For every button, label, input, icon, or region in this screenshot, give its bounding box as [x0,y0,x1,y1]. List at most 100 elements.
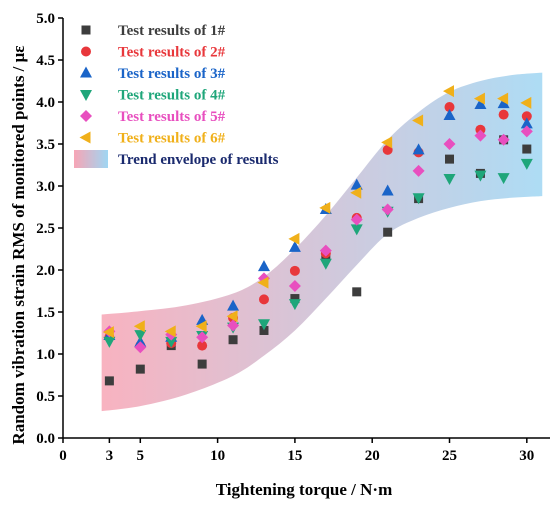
legend-label: Test results of 4# [118,88,226,104]
data-point [520,117,533,129]
data-point [497,92,509,105]
data-point [257,276,269,289]
y-tick-label: 3.5 [36,137,55,153]
data-point [257,319,270,331]
data-point [497,97,510,109]
data-point [289,265,300,276]
data-point [350,213,363,226]
data-point [134,335,147,347]
y-tick-label: 4.5 [36,53,55,69]
data-point [288,279,301,292]
data-point [443,173,456,185]
data-point [319,258,332,270]
x-tick-label: 25 [442,448,457,464]
x-tick-label: 3 [106,448,114,464]
data-point [104,376,114,386]
data-point [520,158,533,170]
data-point [197,340,208,351]
y-axis-title: Random vibration strain RMS of monitored… [9,45,28,444]
data-point [474,98,487,110]
data-point [135,364,145,374]
data-point [521,111,532,122]
legend-marker [81,25,91,35]
data-point [443,138,456,150]
data-point [103,336,116,348]
data-point [381,136,393,149]
data-point [290,294,300,304]
data-point [134,330,147,342]
x-tick-label: 10 [210,448,225,464]
x-tick-label: 15 [287,448,302,464]
data-point [383,227,393,237]
legend-marker [79,131,91,144]
y-tick-label: 3.0 [36,179,55,195]
data-point [227,319,240,332]
data-point [382,144,393,155]
data-point [498,109,509,120]
data-point [520,125,533,138]
y-tick-label: 1.5 [36,305,55,321]
x-axis-title: Tightening torque / N·m [216,480,392,499]
data-point [473,92,485,105]
data-point [258,294,269,305]
y-tick-label: 1.0 [36,347,55,363]
x-tick-label: 5 [137,448,145,464]
legend-label: Test results of 6# [118,131,226,147]
data-point [412,143,425,155]
data-point [350,178,363,190]
data-point [134,341,147,354]
legend-label: Test results of 1# [118,23,226,39]
legend-marker [80,110,92,122]
y-tick-label: 5.0 [36,11,55,27]
y-tick-label: 0.0 [36,431,55,447]
data-point [319,244,332,257]
data-point [288,299,301,311]
data-point [228,335,238,345]
legend-label: Trend envelope of results [118,152,279,168]
legend-label: Test results of 2# [118,45,226,61]
y-tick-label: 2.5 [36,221,55,237]
data-point [443,108,456,120]
x-tick-label: 30 [519,448,534,464]
legend-item: Test results of 6# [79,131,226,147]
y-tick-label: 2.0 [36,263,55,279]
legend-item: Test results of 3# [80,66,226,82]
x-tick-label: 20 [365,448,380,464]
data-point [445,154,455,164]
data-point [102,326,114,339]
legend-label: Test results of 5# [118,109,226,125]
data-point [288,232,300,245]
data-point [412,164,425,177]
series-6-points [102,85,532,339]
legend-item-envelope: Trend envelope of results [74,150,279,168]
legend-swatch [74,150,108,168]
data-point [381,203,394,216]
data-point [350,186,362,199]
data-point [352,287,362,297]
data-point [474,129,487,142]
legend-item: Test results of 2# [81,45,226,61]
legend-item: Test results of 1# [81,23,226,39]
data-point [319,201,331,214]
y-tick-label: 0.5 [36,389,55,405]
data-point [412,114,424,127]
y-tick-label: 4.0 [36,95,55,111]
legend-label: Test results of 3# [118,66,226,82]
trend-envelope [101,72,543,412]
legend-marker [80,90,92,101]
data-point [165,336,178,348]
legend-item: Test results of 5# [80,109,226,125]
data-point [226,310,238,323]
data-point [257,260,270,272]
data-point [133,320,145,333]
x-tick-label: 0 [59,448,67,464]
data-point [288,240,301,252]
data-point [412,193,425,205]
data-point [520,96,532,109]
data-point [197,359,207,369]
data-point [443,85,455,98]
legend-marker [80,66,92,78]
data-point [259,325,269,335]
data-point [497,173,510,185]
